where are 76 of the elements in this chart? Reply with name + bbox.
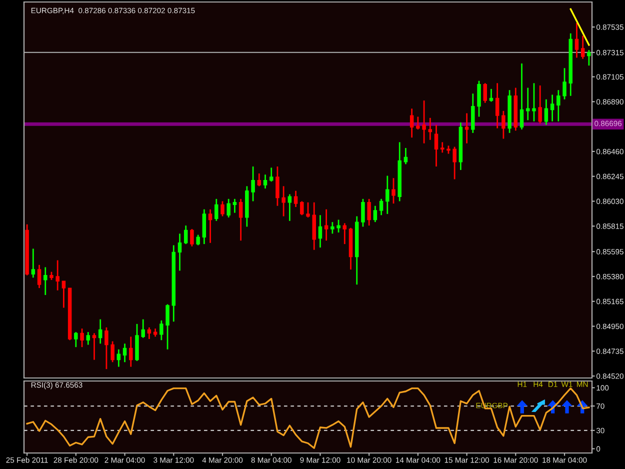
candlestick — [86, 331, 90, 346]
candlestick — [562, 67, 566, 100]
candlestick — [580, 34, 585, 60]
candlestick — [520, 62, 524, 130]
candlestick — [532, 82, 536, 122]
candlestick — [208, 208, 212, 244]
candlestick — [489, 88, 494, 102]
candlestick — [471, 92, 475, 134]
candlestick — [550, 94, 554, 122]
candlestick — [276, 166, 280, 207]
candlestick — [336, 219, 340, 234]
candlestick — [587, 49, 591, 66]
candlestick — [232, 198, 237, 214]
candlestick — [502, 110, 506, 140]
candlestick — [538, 84, 542, 124]
candlestick — [464, 112, 469, 144]
candlestick — [404, 147, 408, 165]
candlestick — [147, 326, 152, 340]
candlestick — [257, 172, 262, 187]
candlestick — [263, 174, 268, 190]
candlestick — [202, 208, 206, 245]
candlestick — [251, 166, 255, 202]
candlestick — [166, 304, 170, 350]
candlestick — [110, 340, 114, 363]
candlestick — [294, 190, 298, 208]
candlestick — [31, 248, 36, 278]
candlestick — [440, 141, 444, 154]
candlestick — [544, 98, 548, 126]
candlestick — [56, 260, 60, 292]
candlestick — [269, 166, 274, 182]
candlestick — [37, 264, 42, 289]
candlestick — [379, 198, 384, 216]
candlestick — [416, 116, 420, 130]
candlestick — [306, 202, 310, 218]
candlestick — [434, 124, 438, 168]
candlestick — [452, 146, 456, 180]
candlestick — [556, 89, 560, 122]
candlestick — [361, 198, 365, 228]
candlestick — [324, 208, 328, 242]
candlestick — [526, 87, 530, 121]
candlestick — [116, 348, 121, 368]
candlestick — [342, 222, 347, 245]
candlestick — [98, 318, 102, 344]
candlestick — [477, 80, 481, 118]
candlestick — [129, 336, 133, 368]
candlestick — [160, 320, 164, 341]
candlestick — [392, 177, 396, 204]
candlestick — [220, 200, 224, 217]
candlestick — [495, 82, 500, 129]
candlestick — [141, 318, 145, 339]
candlestick — [428, 117, 432, 141]
candlestick — [196, 234, 200, 246]
candlestick — [483, 82, 487, 104]
candlestick — [410, 108, 414, 138]
candlestick — [62, 280, 66, 308]
candlestick — [422, 100, 426, 144]
candlestick — [74, 331, 78, 348]
candlestick — [300, 200, 304, 216]
candlestick — [282, 185, 286, 217]
candlestick — [178, 232, 182, 272]
candlestick — [318, 214, 322, 248]
candlestick — [386, 175, 390, 215]
candlestick — [92, 332, 96, 361]
candlestick — [184, 224, 188, 245]
candlestick — [373, 205, 378, 223]
candlestick — [80, 328, 84, 348]
candlestick — [190, 228, 194, 248]
candlestick — [574, 22, 579, 58]
candlestick — [122, 342, 127, 363]
candlestick — [104, 326, 108, 370]
candlestick — [44, 266, 48, 296]
candlestick — [238, 198, 243, 242]
candlestick — [330, 221, 334, 234]
candlestick — [226, 198, 230, 218]
candlestick — [214, 198, 218, 222]
candlestick — [367, 198, 371, 226]
